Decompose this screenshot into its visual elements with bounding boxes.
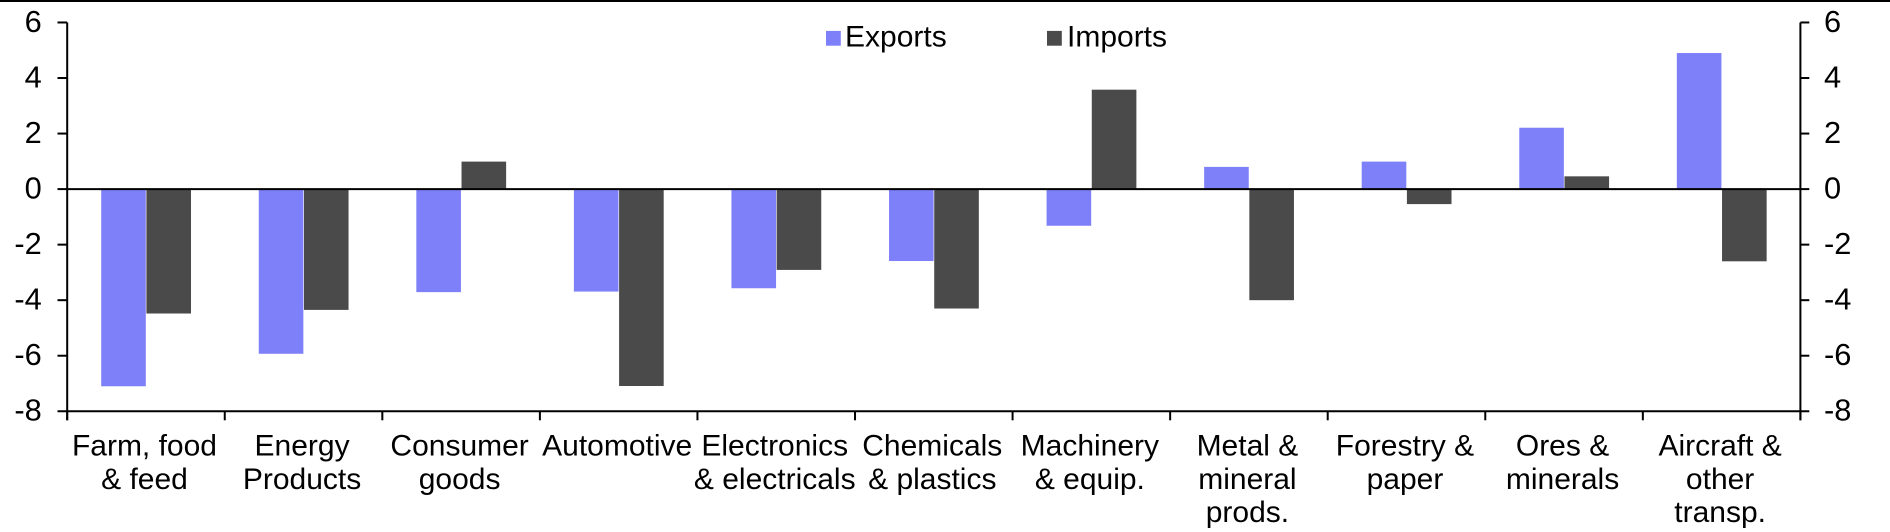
- svg-text:Electronics: Electronics: [701, 430, 848, 463]
- svg-text:transp.: transp.: [1674, 496, 1766, 529]
- svg-text:4: 4: [25, 59, 42, 94]
- svg-text:2: 2: [25, 115, 42, 150]
- svg-text:Forestry &: Forestry &: [1336, 430, 1474, 463]
- svg-text:Farm, food: Farm, food: [72, 430, 217, 463]
- svg-text:Consumer: Consumer: [390, 430, 528, 463]
- svg-text:Imports: Imports: [1067, 20, 1167, 53]
- svg-text:-2: -2: [14, 226, 41, 261]
- svg-text:paper: paper: [1367, 463, 1444, 496]
- svg-text:other: other: [1686, 463, 1754, 496]
- svg-text:-2: -2: [1824, 226, 1851, 261]
- svg-text:Automotive: Automotive: [542, 430, 692, 463]
- svg-text:Products: Products: [243, 463, 361, 496]
- svg-text:6: 6: [25, 4, 42, 39]
- svg-text:& plastics: & plastics: [868, 463, 996, 496]
- svg-text:6: 6: [1824, 4, 1841, 39]
- svg-text:-4: -4: [14, 282, 41, 317]
- svg-text:& electricals: & electricals: [694, 463, 856, 496]
- svg-text:0: 0: [25, 171, 42, 206]
- svg-text:prods.: prods.: [1206, 496, 1289, 529]
- svg-text:Metal &: Metal &: [1197, 430, 1299, 463]
- svg-text:Ores &: Ores &: [1516, 430, 1609, 463]
- svg-text:-6: -6: [14, 337, 41, 372]
- svg-text:Chemicals: Chemicals: [862, 430, 1002, 463]
- svg-text:Aircraft &: Aircraft &: [1658, 430, 1781, 463]
- svg-text:-4: -4: [1824, 282, 1851, 317]
- svg-text:& feed: & feed: [101, 463, 188, 496]
- svg-text:4: 4: [1824, 59, 1841, 94]
- svg-text:Energy: Energy: [255, 430, 350, 463]
- svg-text:-6: -6: [1824, 337, 1851, 372]
- svg-text:-8: -8: [1824, 393, 1851, 428]
- svg-text:0: 0: [1824, 171, 1841, 206]
- svg-text:minerals: minerals: [1506, 463, 1619, 496]
- svg-text:Machinery: Machinery: [1021, 430, 1159, 463]
- svg-text:-8: -8: [14, 393, 41, 428]
- svg-text:2: 2: [1824, 115, 1841, 150]
- svg-text:& equip.: & equip.: [1035, 463, 1145, 496]
- svg-text:goods: goods: [419, 463, 501, 496]
- svg-text:mineral: mineral: [1198, 463, 1296, 496]
- svg-text:Exports: Exports: [845, 20, 947, 53]
